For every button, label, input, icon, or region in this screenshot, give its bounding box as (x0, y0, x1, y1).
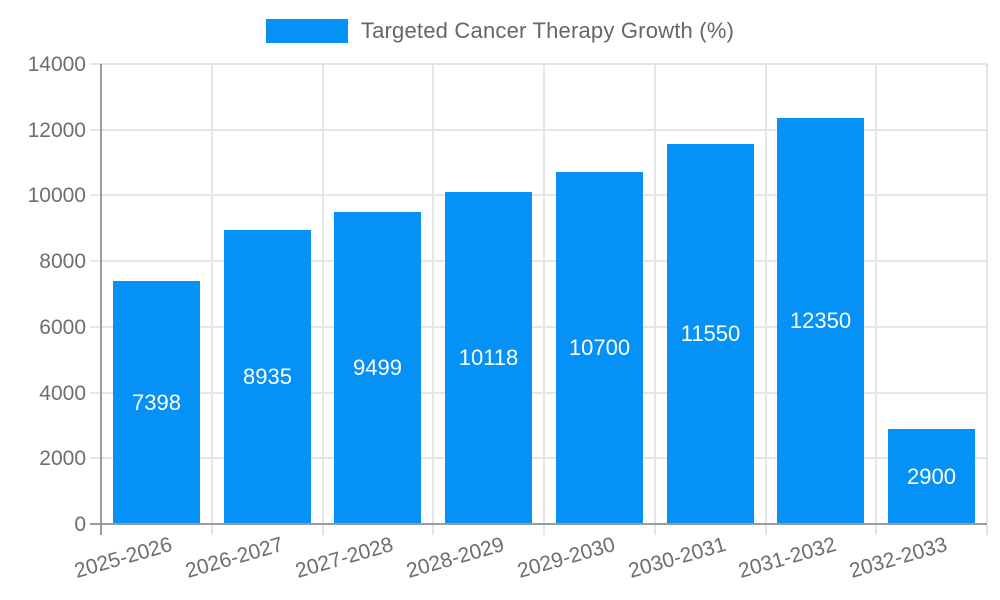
y-tick-label: 14000 (27, 53, 86, 76)
legend-swatch-icon (265, 19, 348, 43)
grid-line-v (765, 64, 767, 524)
bar[interactable]: 12350 (777, 118, 864, 524)
x-tick-label: 2027-2028 (293, 533, 397, 583)
bar-value-label: 9499 (353, 355, 402, 380)
x-tick-label: 2031-2032 (736, 533, 840, 583)
y-tick-mark (90, 194, 101, 197)
x-tick-mark (765, 525, 767, 535)
x-tick-mark (654, 525, 656, 535)
y-tick-label: 10000 (27, 184, 86, 208)
y-tick-mark (90, 260, 101, 263)
bar-value-label: 11550 (680, 321, 741, 346)
bar[interactable]: 2900 (888, 429, 975, 524)
bar[interactable]: 10118 (445, 192, 532, 524)
grid-line-v (543, 64, 545, 524)
x-tick-label: 2030-2031 (625, 533, 729, 583)
x-tick-label: 2029-2030 (514, 533, 618, 583)
grid-line-v (322, 64, 324, 524)
y-tick-label: 8000 (39, 250, 86, 274)
y-tick-mark (90, 391, 101, 394)
legend[interactable]: Targeted Cancer Therapy Growth (%) (0, 18, 1000, 44)
bar-value-label: 2900 (907, 463, 956, 489)
x-tick-mark (322, 525, 324, 535)
bar[interactable]: 11550 (667, 144, 754, 524)
legend-label: Targeted Cancer Therapy Growth (%) (360, 18, 735, 43)
y-tick-label: 12000 (27, 118, 86, 142)
x-tick-label: 2026-2027 (182, 533, 286, 583)
x-axis-line (91, 523, 987, 525)
y-tick-label: 0 (74, 513, 86, 536)
y-tick-mark (90, 128, 101, 131)
x-tick-mark (875, 525, 877, 535)
plot-area: 7398 8935 9499 10118 10700 11550 12350 2900 (101, 63, 988, 524)
y-tick-label: 4000 (39, 381, 86, 405)
bar[interactable]: 8935 (224, 230, 311, 524)
x-tick-label: 2025-2026 (71, 533, 175, 583)
y-tick-label: 6000 (39, 315, 86, 339)
x-tick-mark (432, 525, 434, 535)
bar[interactable]: 10700 (556, 172, 643, 524)
bar-value-label: 8935 (243, 364, 292, 389)
bar-value-label: 7398 (132, 389, 181, 415)
y-tick-mark (90, 457, 101, 460)
grid-line-v (654, 64, 656, 524)
grid-line-v (875, 64, 877, 524)
y-tick-mark (90, 325, 101, 328)
bar-value-label: 12350 (789, 308, 852, 333)
y-tick-mark (90, 63, 101, 65)
bar-value-label: 10118 (458, 345, 519, 370)
bar[interactable]: 9499 (334, 212, 421, 524)
grid-line-v (986, 64, 988, 524)
y-tick-label: 2000 (39, 447, 86, 471)
x-tick-label: 2032-2033 (847, 533, 950, 583)
grid-line-v (211, 64, 213, 524)
x-tick-label: 2028-2029 (404, 533, 507, 583)
x-tick-mark (986, 525, 988, 535)
bar-value-label: 10700 (568, 335, 631, 360)
x-tick-mark (543, 525, 545, 535)
y-axis-line (100, 64, 102, 535)
grid-line-v (432, 64, 434, 524)
x-tick-mark (211, 525, 213, 535)
bar[interactable]: 7398 (113, 281, 200, 524)
